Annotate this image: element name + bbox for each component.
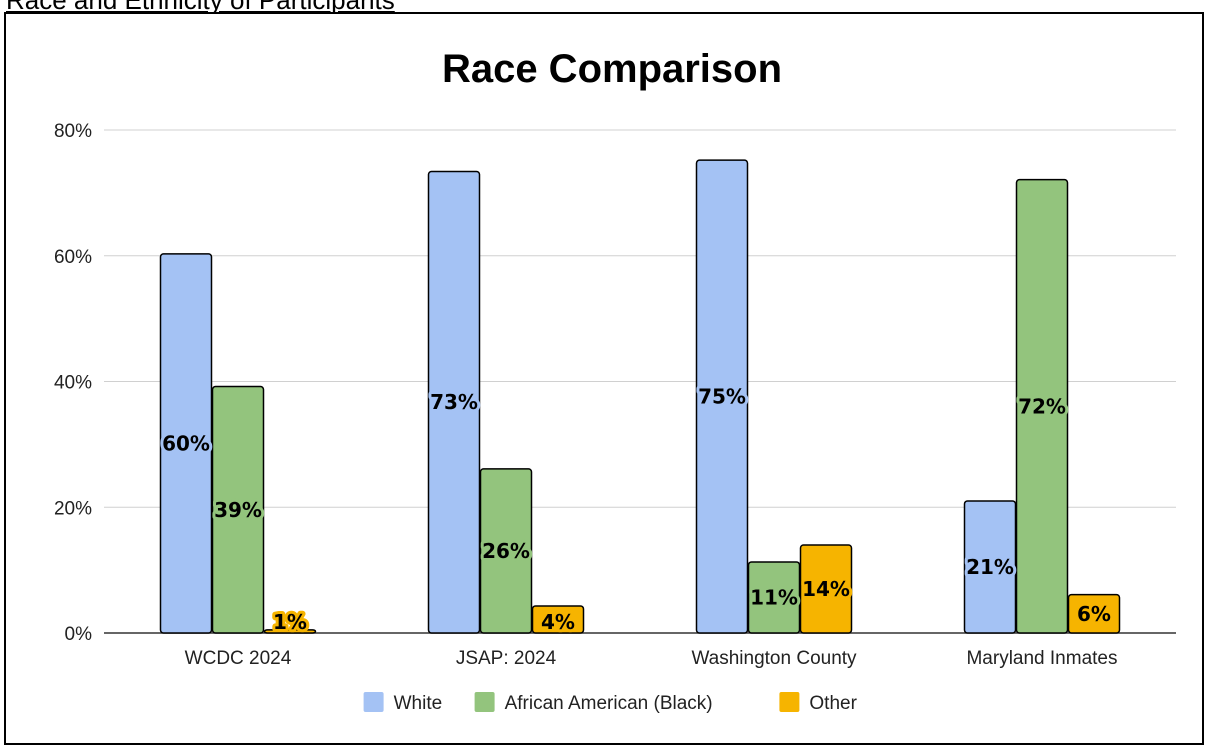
bar — [963, 500, 1017, 634]
page-heading: Race and Ethnicity of Participants — [6, 0, 395, 15]
bar — [531, 605, 585, 634]
y-tick-label: 40% — [54, 373, 92, 394]
bars — [159, 159, 1121, 634]
bar — [799, 544, 853, 634]
data-labels: 60% 39% 1% 73% 26% 4% 75% 11% 14% 21% 72% 6% — [159, 382, 1114, 637]
data-label: 6% — [1077, 602, 1111, 626]
chart-title: Race Comparison — [442, 47, 782, 91]
y-tick-label: 0% — [65, 624, 93, 645]
data-label: 75% — [698, 385, 746, 409]
legend-label: Other — [809, 693, 857, 714]
bar — [427, 170, 481, 634]
legend-swatch — [363, 692, 384, 712]
data-label: 26% — [482, 539, 530, 563]
y-tick-label: 20% — [54, 498, 92, 519]
data-label: 21% — [966, 555, 1014, 579]
bar — [211, 385, 265, 634]
legend: White African American (Black) Other — [363, 692, 858, 714]
data-label: 60% — [162, 431, 210, 455]
data-label: 14% — [802, 577, 850, 601]
x-axis-categories: WCDC 2024 JSAP: 2024 Washington County Mary… — [185, 648, 1118, 669]
bar — [1067, 593, 1121, 634]
data-label: 73% — [430, 390, 478, 414]
data-label: 1% — [273, 610, 307, 634]
bar — [747, 561, 801, 634]
data-label: 72% — [1018, 394, 1066, 418]
legend-label: African American (Black) — [505, 693, 713, 714]
y-axis-ticks: 0% 20% 40% 60% 80% — [54, 121, 92, 645]
bar — [263, 629, 317, 634]
bar — [479, 468, 533, 634]
data-label: 4% — [541, 610, 575, 634]
data-label: 11% — [750, 585, 798, 609]
bar — [1015, 178, 1069, 634]
legend-swatch — [779, 692, 800, 712]
race-comparison-chart: Race Comparison 0% 20% 40% 60% 80% 60% 39% 1% 7… — [54, 47, 1176, 714]
bar — [159, 253, 213, 634]
y-tick-label: 80% — [54, 121, 92, 142]
category-label: Maryland Inmates — [966, 648, 1117, 669]
legend-swatch — [474, 692, 495, 712]
data-label: 39% — [214, 498, 262, 522]
category-label: JSAP: 2024 — [456, 648, 557, 669]
chart-frame: Race Comparison 0% 20% 40% 60% 80% 60% 39% 1% 7… — [4, 12, 1204, 745]
y-tick-label: 60% — [54, 247, 92, 268]
category-label: Washington County — [691, 648, 857, 669]
legend-label: White — [394, 693, 443, 714]
bar — [695, 159, 749, 634]
category-label: WCDC 2024 — [185, 648, 292, 669]
